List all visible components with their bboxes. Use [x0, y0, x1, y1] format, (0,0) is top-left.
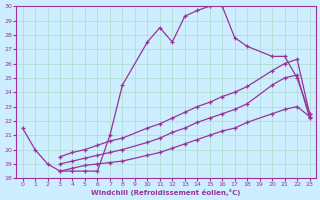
X-axis label: Windchill (Refroidissement éolien,°C): Windchill (Refroidissement éolien,°C) — [92, 189, 241, 196]
